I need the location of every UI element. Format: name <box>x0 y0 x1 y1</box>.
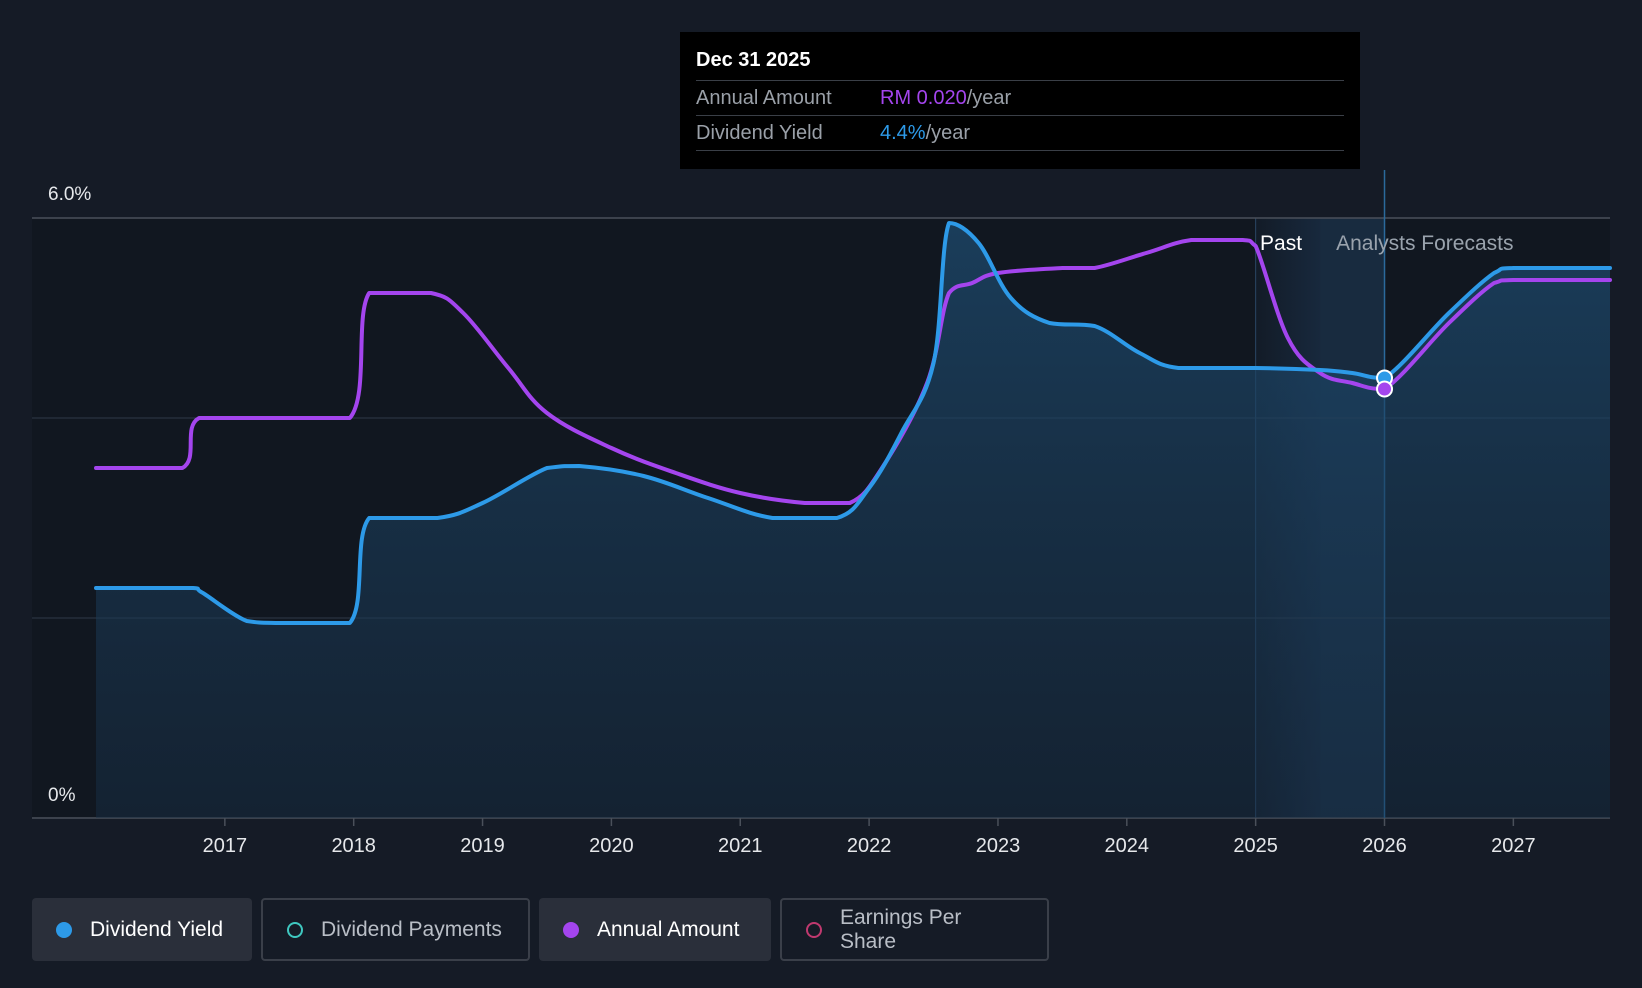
dividend-yield-area <box>96 223 1610 818</box>
x-tick-label: 2027 <box>1491 835 1536 857</box>
tooltip-date: Dec 31 2025 <box>696 46 1344 81</box>
dividend-yield-line <box>94 221 1612 626</box>
tooltip-value: 4.4% <box>880 122 926 144</box>
tooltip-row-dividend-yield: Dividend Yield 4.4% /year <box>696 116 1344 151</box>
filled-dot-icon <box>56 921 72 938</box>
tooltip-label: Annual Amount <box>696 87 832 109</box>
tooltip: Dec 31 2025 Annual Amount RM 0.020 /year… <box>680 32 1360 169</box>
x-tick-label: 2018 <box>331 835 376 857</box>
y-axis-min-label: 0% <box>48 785 76 806</box>
x-tick-label: 2023 <box>976 835 1021 857</box>
legend-label: Annual Amount <box>597 917 740 941</box>
legend-item-annual-amount[interactable]: Annual Amount <box>539 898 771 961</box>
legend-item-dividend-payments[interactable]: Dividend Payments <box>261 898 530 961</box>
tooltip-value: RM 0.020 <box>880 87 967 109</box>
legend: Dividend Yield Dividend Payments Annual … <box>32 898 1049 961</box>
x-tick-label: 2022 <box>847 835 892 857</box>
y-axis-max-label: 6.0% <box>48 184 91 205</box>
legend-label: Earnings Per Share <box>839 905 962 953</box>
tooltip-row-annual-amount: Annual Amount RM 0.020 /year <box>696 81 1344 116</box>
hollow-dot-icon <box>806 921 822 938</box>
hollow-dot-icon <box>287 921 303 938</box>
legend-label: Dividend Yield <box>90 917 224 941</box>
tooltip-label: Dividend Yield <box>696 122 823 144</box>
filled-dot-icon <box>563 921 579 938</box>
x-tick-label: 2026 <box>1362 835 1407 857</box>
x-tick-label: 2021 <box>718 835 763 857</box>
legend-label: Dividend Payments <box>321 917 502 941</box>
legend-item-dividend-yield[interactable]: Dividend Yield <box>32 898 252 961</box>
x-tick-label: 2019 <box>460 835 505 857</box>
annual-amount-highlight-point <box>1376 380 1394 398</box>
x-tick-label: 2020 <box>589 835 634 857</box>
past-label: Past <box>1260 232 1302 255</box>
tooltip-unit: /year <box>925 122 971 144</box>
x-tick-label: 2017 <box>203 835 248 857</box>
tooltip-unit: /year <box>966 87 1012 109</box>
x-tick-label: 2025 <box>1233 835 1278 857</box>
forecast-label: Analysts Forecasts <box>1336 232 1513 255</box>
x-tick-label: 2024 <box>1105 835 1150 857</box>
legend-item-earnings-per-share[interactable]: Earnings Per Share <box>780 898 1049 961</box>
